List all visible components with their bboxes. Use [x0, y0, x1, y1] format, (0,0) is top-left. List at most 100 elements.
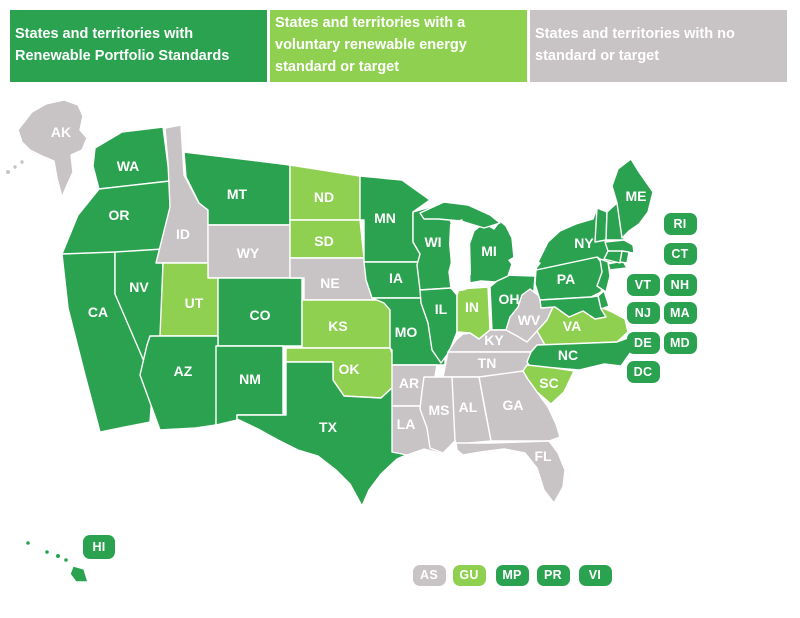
state-label-MI: MI	[481, 243, 497, 259]
state-label-AK: AK	[51, 124, 71, 140]
state-label-MT: MT	[227, 186, 248, 202]
state-AZ	[139, 335, 219, 431]
state-label-NV: NV	[129, 279, 149, 295]
state-HI	[69, 565, 89, 583]
state-badge-label-HI: HI	[92, 540, 106, 554]
state-island-HI	[45, 550, 49, 554]
state-badge-label-DE: DE	[634, 336, 652, 350]
state-badge-RI: RI	[663, 213, 697, 235]
state-AK	[17, 99, 88, 198]
great-lake	[449, 219, 471, 292]
state-badge-VT: VT	[626, 274, 660, 296]
state-VT	[594, 207, 608, 243]
state-island-AK	[6, 170, 10, 174]
state-label-KS: KS	[328, 318, 347, 334]
state-badge-NJ: NJ	[626, 302, 660, 324]
state-label-OH: OH	[499, 291, 520, 307]
state-TX	[236, 361, 431, 507]
state-label-VA: VA	[563, 318, 581, 334]
legend: States and territories with Renewable Po…	[10, 10, 790, 82]
state-label-SC: SC	[539, 375, 558, 391]
state-NC	[526, 337, 634, 373]
territory-badge-label-VI: VI	[588, 568, 602, 582]
state-island-AK	[20, 160, 24, 164]
state-label-NC: NC	[558, 347, 578, 363]
state-NJ	[596, 258, 611, 293]
legend-item-rps: States and territories with Renewable Po…	[10, 10, 267, 82]
state-island-AK	[13, 165, 17, 169]
territory-badge-label-PR: PR	[544, 568, 562, 582]
state-label-NE: NE	[320, 275, 339, 291]
territory-badge-label-AS: AS	[420, 568, 438, 582]
state-badge-label-NH: NH	[670, 278, 690, 292]
state-badge-label-DC: DC	[633, 365, 653, 379]
state-label-AL: AL	[459, 399, 478, 415]
state-label-IN: IN	[465, 299, 479, 315]
state-label-ND: ND	[314, 189, 334, 205]
state-CT	[603, 250, 623, 264]
state-badge-MA: MA	[663, 302, 697, 324]
state-IL	[419, 287, 458, 364]
state-badge-label-NJ: NJ	[634, 306, 652, 320]
state-label-WI: WI	[424, 234, 441, 250]
state-label-SD: SD	[314, 233, 333, 249]
great-lake	[508, 251, 541, 272]
state-label-IA: IA	[389, 270, 403, 286]
state-label-UT: UT	[185, 295, 204, 311]
state-FL	[455, 440, 566, 504]
state-label-FL: FL	[534, 448, 552, 464]
legend-label-none: States and territories with no standard …	[535, 26, 735, 64]
territory-badge-AS: AS	[412, 564, 446, 586]
state-island-HI	[26, 541, 30, 545]
state-label-OK: OK	[339, 361, 360, 377]
state-label-AR: AR	[399, 375, 419, 391]
state-MS	[419, 376, 456, 454]
state-label-MN: MN	[374, 210, 396, 226]
state-label-WV: WV	[518, 312, 541, 328]
territory-badge-label-GU: GU	[459, 568, 479, 582]
state-badge-label-VT: VT	[634, 278, 652, 292]
state-badge-NH: NH	[663, 274, 697, 296]
state-badge-DC: DC	[626, 361, 660, 383]
state-label-CO: CO	[250, 307, 271, 323]
territory-badge-PR: PR	[536, 564, 570, 586]
state-label-NM: NM	[239, 371, 261, 387]
state-label-GA: GA	[503, 397, 524, 413]
state-label-WY: WY	[237, 245, 260, 261]
state-island-HI	[56, 554, 60, 558]
state-label-WA: WA	[117, 158, 140, 174]
state-label-TX: TX	[319, 419, 338, 435]
state-badge-MD: MD	[663, 332, 697, 354]
territory-badge-label-MP: MP	[502, 568, 522, 582]
state-RI	[619, 250, 630, 264]
state-badge-label-MD: MD	[669, 336, 691, 350]
territory-badge-VI: VI	[578, 564, 612, 586]
state-badge-label-CT: CT	[671, 247, 689, 261]
state-label-MS: MS	[429, 402, 450, 418]
legend-label-rps: States and territories with Renewable Po…	[15, 26, 230, 64]
state-badge-HI: HI	[83, 535, 115, 559]
state-MA	[604, 239, 635, 254]
state-badge-label-RI: RI	[673, 217, 687, 231]
state-label-MO: MO	[395, 324, 418, 340]
state-badge-DE: DE	[626, 332, 660, 354]
state-label-TN: TN	[478, 355, 497, 371]
state-label-NY: NY	[574, 235, 594, 251]
state-MD	[539, 295, 607, 320]
state-label-ME: ME	[626, 188, 647, 204]
state-island-HI	[64, 558, 68, 562]
legend-label-voluntary: States and territories with a voluntary …	[275, 15, 467, 75]
state-MI	[419, 201, 501, 229]
state-label-CA: CA	[88, 304, 108, 320]
state-label-KY: KY	[484, 332, 504, 348]
state-label-OR: OR	[109, 207, 130, 223]
territory-badge-MP: MP	[495, 564, 529, 586]
legend-item-none: States and territories with no standard …	[530, 10, 787, 82]
state-label-AZ: AZ	[174, 363, 193, 379]
state-label-ID: ID	[176, 226, 190, 242]
state-ME	[611, 158, 654, 239]
state-label-IL: IL	[435, 301, 448, 317]
state-label-LA: LA	[397, 416, 416, 432]
